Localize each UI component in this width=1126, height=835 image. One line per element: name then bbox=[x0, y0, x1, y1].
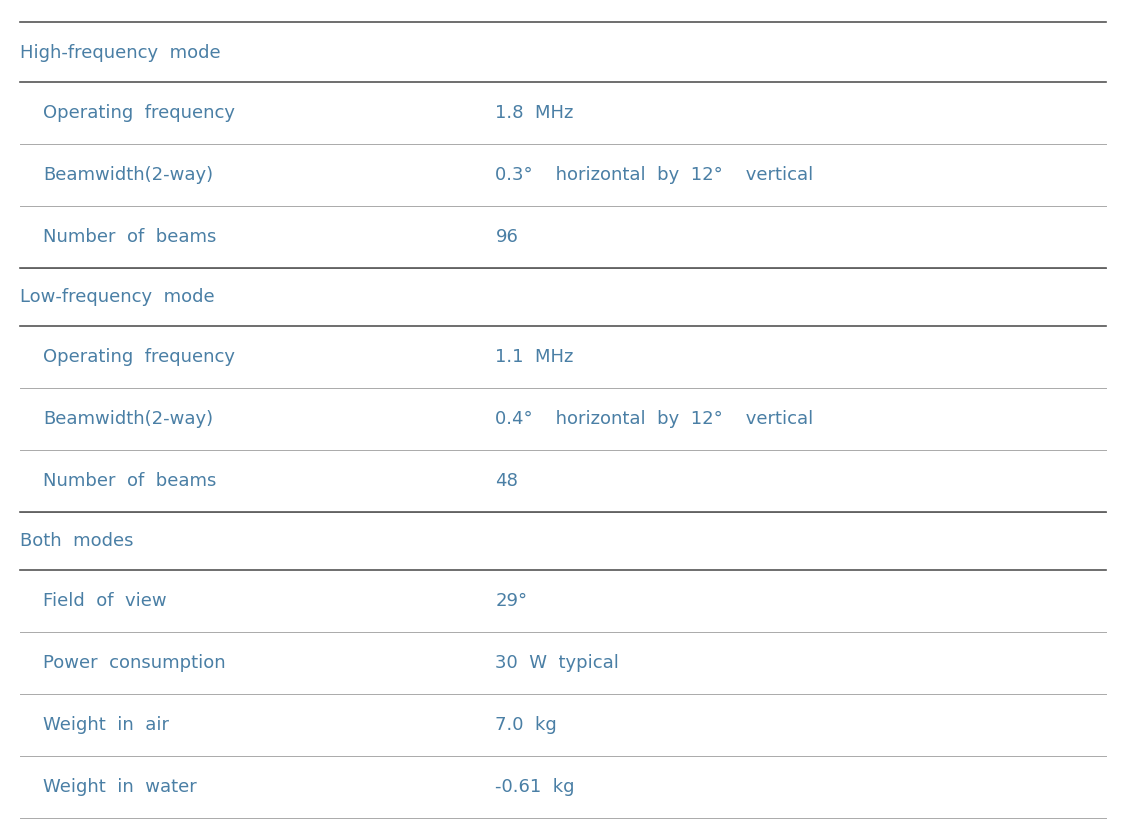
Text: 0.4°    horizontal  by  12°    vertical: 0.4° horizontal by 12° vertical bbox=[495, 410, 814, 428]
Text: 0.3°    horizontal  by  12°    vertical: 0.3° horizontal by 12° vertical bbox=[495, 166, 814, 184]
Text: Operating  frequency: Operating frequency bbox=[43, 104, 235, 122]
Text: 30  W  typical: 30 W typical bbox=[495, 654, 619, 672]
Text: -0.61  kg: -0.61 kg bbox=[495, 778, 575, 796]
Text: Number  of  beams: Number of beams bbox=[43, 228, 216, 246]
Text: Weight  in  water: Weight in water bbox=[43, 778, 197, 796]
Text: Beamwidth(2-way): Beamwidth(2-way) bbox=[43, 166, 213, 184]
Text: 1.1  MHz: 1.1 MHz bbox=[495, 348, 574, 366]
Text: Weight  in  air: Weight in air bbox=[43, 716, 169, 734]
Text: Both  modes: Both modes bbox=[20, 532, 134, 550]
Text: Beamwidth(2-way): Beamwidth(2-way) bbox=[43, 410, 213, 428]
Text: Number  of  beams: Number of beams bbox=[43, 472, 216, 490]
Text: Operating  frequency: Operating frequency bbox=[43, 348, 235, 366]
Text: 96: 96 bbox=[495, 228, 518, 246]
Text: Field  of  view: Field of view bbox=[43, 592, 167, 610]
Text: 48: 48 bbox=[495, 472, 518, 490]
Text: 29°: 29° bbox=[495, 592, 528, 610]
Text: Power  consumption: Power consumption bbox=[43, 654, 225, 672]
Text: 7.0  kg: 7.0 kg bbox=[495, 716, 557, 734]
Text: 1.8  MHz: 1.8 MHz bbox=[495, 104, 574, 122]
Text: High-frequency  mode: High-frequency mode bbox=[20, 44, 221, 62]
Text: Low-frequency  mode: Low-frequency mode bbox=[20, 288, 215, 306]
